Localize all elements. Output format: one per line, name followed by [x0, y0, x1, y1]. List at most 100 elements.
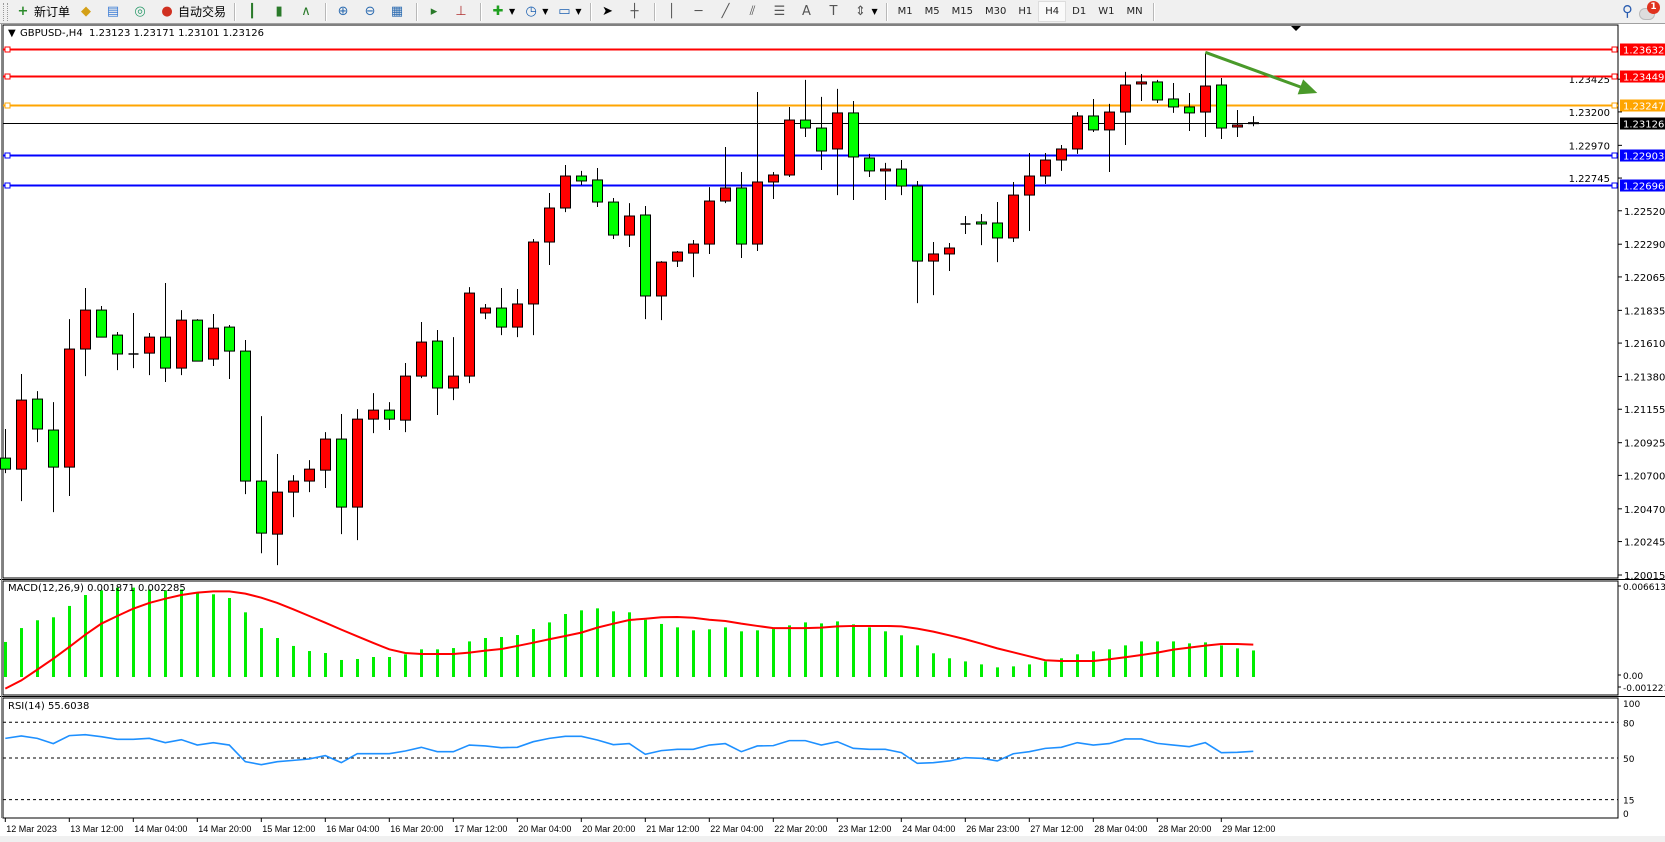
- tile-windows-button[interactable]: ▦: [385, 1, 412, 22]
- timeframe-h1[interactable]: H1: [1018, 6, 1033, 17]
- candlestick-button[interactable]: ▮: [267, 1, 294, 22]
- price-level-badge: [1620, 99, 1665, 112]
- timeframe-m15[interactable]: M15: [951, 6, 974, 17]
- candle-body: [704, 200, 715, 245]
- price-level-label: 1.23449: [1623, 73, 1664, 84]
- candle-body: [512, 303, 523, 328]
- price-level-label: 1.22696: [1623, 182, 1664, 193]
- terminal-button[interactable]: ▤: [101, 1, 128, 22]
- macd-histogram-bar: [724, 627, 727, 677]
- arrows-button[interactable]: ⇕ ▼: [849, 1, 882, 22]
- macd-histogram-bar: [452, 648, 455, 677]
- timeframe-m30[interactable]: M30: [985, 6, 1007, 17]
- trendline-button[interactable]: ╱: [714, 1, 741, 22]
- line-chart-button[interactable]: ∧: [294, 1, 321, 22]
- chart-shift-icon: ⊥: [455, 3, 467, 19]
- level-anchor-handle: [1611, 46, 1618, 53]
- chart-collapse-icon[interactable]: ▼: [8, 28, 16, 39]
- zoom-in-icon: ⊕: [337, 3, 349, 19]
- candle-body: [1056, 148, 1067, 161]
- price-axis-label: 1.20015: [1624, 571, 1665, 582]
- macd-histogram-bar: [308, 651, 311, 677]
- candle-body: [768, 174, 779, 183]
- macd-histogram-bar: [548, 622, 551, 677]
- rsi-axis-label: 0: [1623, 810, 1629, 820]
- zoom-in-button[interactable]: ⊕: [331, 1, 358, 22]
- templates-icon: ▭: [558, 3, 571, 19]
- timeframe-w1[interactable]: W1: [1098, 6, 1115, 17]
- auto-scroll-icon: ▸: [430, 3, 438, 19]
- toolbar-divider: [416, 2, 419, 21]
- cursor-button[interactable]: ➤: [596, 1, 623, 22]
- timeframe-m5[interactable]: M5: [924, 6, 940, 17]
- fibonacci-channel-button[interactable]: ⫽: [741, 1, 768, 22]
- macd-histogram-bar: [116, 587, 119, 677]
- chart-header: GBPUSD-,H4 1.23123 1.23171 1.23101 1.231…: [20, 28, 264, 39]
- macd-histogram-bar: [1252, 650, 1255, 677]
- macd-histogram-bar: [212, 594, 215, 677]
- timeframe-mn[interactable]: MN: [1126, 6, 1143, 17]
- time-axis-label: 29 Mar 12:00: [1222, 824, 1275, 834]
- macd-panel: [2, 580, 1619, 696]
- candle-body: [560, 175, 571, 209]
- fibonacci-button[interactable]: ☰: [768, 1, 795, 22]
- candle-body: [784, 119, 795, 176]
- text-button[interactable]: A: [795, 1, 822, 22]
- candle-body: [416, 341, 427, 377]
- price-level-badge: [1620, 70, 1665, 83]
- status-strip: [0, 836, 1665, 842]
- candle-body: [80, 309, 91, 350]
- macd-histogram-bar: [36, 620, 39, 677]
- toolbar-grip[interactable]: [3, 2, 8, 21]
- candle-body: [624, 215, 635, 236]
- rsi-axis-label: 50: [1623, 755, 1635, 765]
- notification-button[interactable]: 1: [1639, 1, 1661, 21]
- notification-badge: 1: [1647, 1, 1660, 14]
- bar-chart-button[interactable]: ┃: [240, 1, 267, 22]
- macd-histogram-bar: [260, 628, 263, 677]
- zoom-out-button[interactable]: ⊖: [358, 1, 385, 22]
- new-order-button[interactable]: + 新订单: [11, 1, 74, 22]
- timeframe-d1[interactable]: D1: [1072, 6, 1087, 17]
- candle-body: [1024, 175, 1035, 196]
- candle-body: [96, 309, 107, 338]
- macd-histogram-bar: [1060, 658, 1063, 677]
- chart-shift-button[interactable]: ⊥: [449, 1, 476, 22]
- tile-windows-icon: ▦: [390, 3, 404, 19]
- rsi-line: [5, 733, 1254, 766]
- candle-body: [1088, 115, 1099, 131]
- templates-button[interactable]: ▭ ▼: [552, 1, 585, 22]
- horizontal-line-button[interactable]: ─: [687, 1, 714, 22]
- candle-body: [992, 222, 1003, 239]
- macd-histogram-bar: [196, 592, 199, 677]
- price-level-badge: [1620, 117, 1665, 130]
- crosshair-button[interactable]: ┼: [623, 1, 650, 22]
- macd-histogram-bar: [708, 629, 711, 677]
- candle-body: [1232, 124, 1243, 128]
- main-chart-panel: [2, 24, 1619, 579]
- price-level-label: 1.23126: [1623, 120, 1664, 131]
- periods-button[interactable]: ◷ ▼: [519, 1, 552, 22]
- indicators-button[interactable]: ✚ ▼: [486, 1, 519, 22]
- price-axis-label: 1.21835: [1624, 306, 1665, 317]
- history-center-button[interactable]: ◆: [74, 1, 101, 22]
- candle-body: [368, 409, 379, 420]
- vertical-line-button[interactable]: │: [660, 1, 687, 22]
- signals-button[interactable]: ◎: [128, 1, 155, 22]
- macd-histogram-bar: [100, 590, 103, 677]
- periods-icon: ◷: [525, 3, 537, 19]
- auto-scroll-button[interactable]: ▸: [422, 1, 449, 22]
- macd-histogram-bar: [52, 617, 55, 677]
- auto-trading-icon: ●: [161, 3, 173, 19]
- macd-histogram-bar: [820, 623, 823, 677]
- timeframe-m1[interactable]: M1: [897, 6, 913, 17]
- macd-histogram-bar: [132, 587, 135, 677]
- time-axis-label: 12 Mar 2023: [6, 824, 57, 834]
- search-icon[interactable]: ⚲: [1622, 2, 1633, 20]
- timeframe-h4[interactable]: H4: [1038, 1, 1067, 22]
- text-label-button[interactable]: T: [822, 1, 849, 22]
- auto-trading-button[interactable]: ● 自动交易: [155, 1, 230, 22]
- level-anchor-handle: [1611, 102, 1618, 109]
- macd-histogram-bar: [660, 623, 663, 677]
